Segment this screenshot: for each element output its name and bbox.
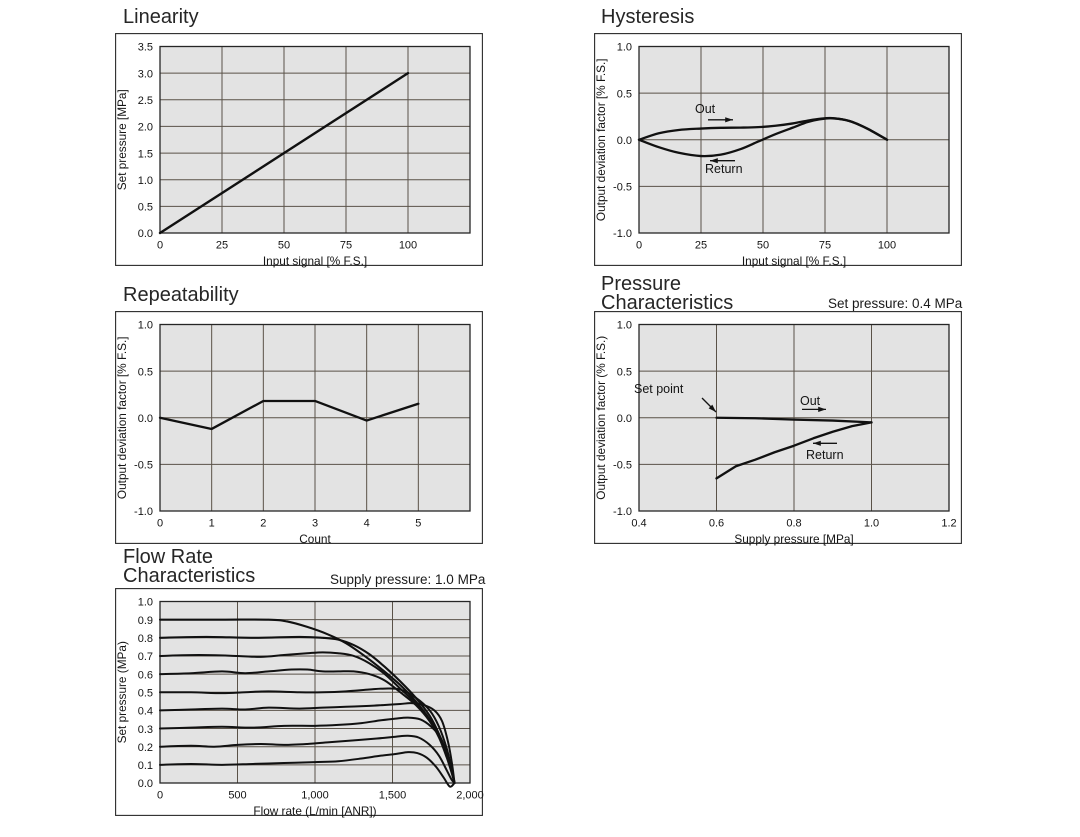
svg-text:50: 50 xyxy=(757,240,769,252)
svg-text:0.8: 0.8 xyxy=(138,633,153,645)
svg-text:5: 5 xyxy=(415,518,421,530)
svg-text:2,000: 2,000 xyxy=(456,790,484,802)
svg-text:0: 0 xyxy=(157,790,163,802)
svg-text:1.0: 1.0 xyxy=(138,320,153,332)
svg-text:Out: Out xyxy=(695,102,716,116)
svg-text:75: 75 xyxy=(819,240,831,252)
svg-text:1.2: 1.2 xyxy=(941,518,956,530)
svg-text:0.5: 0.5 xyxy=(617,366,632,378)
svg-text:Return: Return xyxy=(806,448,844,462)
svg-text:50: 50 xyxy=(278,240,290,252)
svg-text:Output deviation factor [% F.S: Output deviation factor [% F.S.] xyxy=(594,58,608,221)
svg-text:500: 500 xyxy=(228,790,246,802)
svg-text:-1.0: -1.0 xyxy=(134,506,153,518)
svg-text:Input signal [% F.S.]: Input signal [% F.S.] xyxy=(263,254,367,268)
svg-text:1,000: 1,000 xyxy=(301,790,329,802)
svg-text:75: 75 xyxy=(340,240,352,252)
svg-text:0: 0 xyxy=(636,240,642,252)
svg-text:0.0: 0.0 xyxy=(138,413,153,425)
svg-text:0.0: 0.0 xyxy=(617,413,632,425)
svg-text:3: 3 xyxy=(312,518,318,530)
svg-text:Return: Return xyxy=(705,162,743,176)
svg-text:1.0: 1.0 xyxy=(138,175,153,187)
svg-text:-0.5: -0.5 xyxy=(613,182,632,194)
svg-text:3.5: 3.5 xyxy=(138,42,153,54)
svg-text:25: 25 xyxy=(695,240,707,252)
svg-text:-0.5: -0.5 xyxy=(613,460,632,472)
svg-text:0.0: 0.0 xyxy=(138,228,153,240)
svg-text:Set pressure (MPa): Set pressure (MPa) xyxy=(115,641,129,743)
svg-text:Output deviation factor [% F.S: Output deviation factor [% F.S.] xyxy=(115,336,129,499)
svg-text:0.5: 0.5 xyxy=(138,366,153,378)
svg-text:0.0: 0.0 xyxy=(138,778,153,790)
svg-text:Output deviation factor (% F.S: Output deviation factor (% F.S.) xyxy=(594,336,608,500)
svg-text:Supply pressure [MPa]: Supply pressure [MPa] xyxy=(734,532,853,546)
svg-text:Input signal [% F.S.]: Input signal [% F.S.] xyxy=(742,254,846,268)
svg-text:0.9: 0.9 xyxy=(138,615,153,627)
svg-text:-1.0: -1.0 xyxy=(613,228,632,240)
svg-text:0.5: 0.5 xyxy=(617,88,632,100)
svg-text:Set pressure [MPa]: Set pressure [MPa] xyxy=(115,89,129,190)
svg-text:0.0: 0.0 xyxy=(617,135,632,147)
svg-text:0.5: 0.5 xyxy=(138,687,153,699)
svg-text:-1.0: -1.0 xyxy=(613,506,632,518)
svg-text:0.4: 0.4 xyxy=(631,518,646,530)
svg-text:0.6: 0.6 xyxy=(138,669,153,681)
svg-text:1.0: 1.0 xyxy=(864,518,879,530)
svg-text:3.0: 3.0 xyxy=(138,68,153,80)
svg-text:0.8: 0.8 xyxy=(786,518,801,530)
svg-text:0.7: 0.7 xyxy=(138,651,153,663)
svg-text:0.5: 0.5 xyxy=(138,202,153,214)
svg-text:Flow rate (L/min [ANR]): Flow rate (L/min [ANR]) xyxy=(253,804,376,818)
svg-text:0.1: 0.1 xyxy=(138,760,153,772)
svg-text:0.2: 0.2 xyxy=(138,742,153,754)
svg-text:Count: Count xyxy=(299,532,331,546)
svg-text:1.0: 1.0 xyxy=(617,42,632,54)
svg-text:25: 25 xyxy=(216,240,228,252)
svg-text:0.4: 0.4 xyxy=(138,706,153,718)
svg-text:0.6: 0.6 xyxy=(709,518,724,530)
svg-text:0: 0 xyxy=(157,518,163,530)
svg-text:1,500: 1,500 xyxy=(379,790,407,802)
svg-text:Set point: Set point xyxy=(634,382,684,396)
svg-text:1.5: 1.5 xyxy=(138,148,153,160)
svg-text:Out: Out xyxy=(800,394,821,408)
svg-text:0.3: 0.3 xyxy=(138,724,153,736)
svg-text:2.5: 2.5 xyxy=(138,95,153,107)
svg-text:2.0: 2.0 xyxy=(138,122,153,134)
svg-text:1.0: 1.0 xyxy=(138,597,153,609)
svg-text:1: 1 xyxy=(209,518,215,530)
svg-text:0: 0 xyxy=(157,240,163,252)
svg-text:1.0: 1.0 xyxy=(617,320,632,332)
svg-text:2: 2 xyxy=(260,518,266,530)
svg-text:100: 100 xyxy=(878,240,896,252)
svg-text:4: 4 xyxy=(364,518,370,530)
svg-text:100: 100 xyxy=(399,240,417,252)
svg-text:-0.5: -0.5 xyxy=(134,460,153,472)
